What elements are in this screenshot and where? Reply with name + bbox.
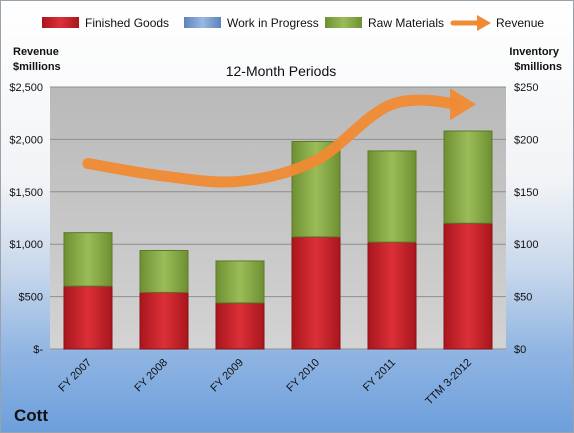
bar-layer bbox=[63, 130, 493, 350]
bar-raw-materials bbox=[139, 249, 189, 293]
left-tick-label: $- bbox=[33, 344, 43, 356]
x-tick-label: TTM 3-2012 bbox=[423, 357, 474, 408]
left-axis-title: Revenue $millions bbox=[13, 46, 62, 73]
right-tick-label: $250 bbox=[514, 82, 538, 94]
bar-finished-goods bbox=[291, 236, 341, 350]
legend-arrow-icon bbox=[477, 15, 491, 31]
legend-raw-materials[interactable]: Raw Materials bbox=[325, 16, 444, 30]
left-tick-label: $2,000 bbox=[9, 134, 43, 146]
right-axis-title-line2: $millions bbox=[514, 61, 562, 73]
left-tick-label: $1,500 bbox=[9, 187, 43, 199]
company-name: Cott bbox=[14, 406, 48, 425]
left-tick-label: $500 bbox=[19, 292, 43, 304]
legend-swatch-raw-materials bbox=[325, 17, 362, 28]
legend-swatch-work-in-progress bbox=[184, 17, 221, 28]
bar-finished-goods bbox=[367, 241, 417, 350]
bar-finished-goods bbox=[63, 285, 113, 350]
right-axis-title-line1: Inventory bbox=[509, 46, 559, 58]
bar-raw-materials bbox=[63, 232, 113, 287]
plot-area bbox=[50, 87, 506, 349]
bar-finished-goods bbox=[443, 222, 493, 350]
revenue-arrowhead bbox=[450, 88, 476, 121]
right-tick-label: $0 bbox=[514, 344, 526, 356]
legend-revenue[interactable]: Revenue bbox=[450, 15, 544, 31]
right-axis-title: Inventory $millions bbox=[509, 46, 562, 73]
x-tick-label: FY 2007 bbox=[56, 357, 94, 395]
right-tick-label: $50 bbox=[514, 292, 532, 304]
legend-work-in-progress[interactable]: Work in Progress bbox=[184, 16, 319, 30]
left-tick-label: $2,500 bbox=[9, 82, 43, 94]
x-tick-label: FY 2010 bbox=[284, 357, 322, 395]
bar-finished-goods bbox=[139, 291, 189, 350]
left-axis-title-line1: Revenue bbox=[13, 46, 59, 58]
revenue-line bbox=[82, 94, 460, 188]
x-tick-label: FY 2008 bbox=[132, 357, 170, 395]
legend-label-revenue: Revenue bbox=[496, 16, 544, 30]
gridlines bbox=[50, 86, 506, 350]
legend-label-work-in-progress: Work in Progress bbox=[227, 16, 319, 30]
left-axis: $- $500 $1,000 $1,500 $2,000 $2,500 bbox=[9, 82, 43, 356]
revenue-line-layer bbox=[82, 88, 476, 188]
legend-label-raw-materials: Raw Materials bbox=[368, 16, 444, 30]
legend-label-finished-goods: Finished Goods bbox=[85, 16, 169, 30]
bar-raw-materials bbox=[367, 150, 417, 243]
bar-finished-goods bbox=[215, 302, 265, 350]
right-tick-label: $150 bbox=[514, 187, 538, 199]
right-tick-label: $100 bbox=[514, 239, 538, 251]
left-tick-label: $1,000 bbox=[9, 239, 43, 251]
legend: Finished Goods Work in Progress Raw Mate… bbox=[42, 15, 544, 31]
right-tick-label: $200 bbox=[514, 134, 538, 146]
bar-raw-materials bbox=[215, 260, 265, 304]
x-tick-label: FY 2009 bbox=[208, 357, 246, 395]
chart-title: 12-Month Periods bbox=[226, 63, 337, 79]
x-tick-label: FY 2011 bbox=[361, 357, 398, 394]
left-axis-title-line2: $millions bbox=[13, 61, 61, 73]
legend-finished-goods[interactable]: Finished Goods bbox=[42, 16, 169, 30]
bar-raw-materials bbox=[443, 130, 493, 224]
right-axis: $0 $50 $100 $150 $200 $250 bbox=[514, 82, 538, 356]
x-axis: FY 2007 FY 2008 FY 2009 FY 2010 FY 2011 TTM 3… bbox=[56, 357, 474, 408]
legend-swatch-finished-goods bbox=[42, 17, 79, 28]
